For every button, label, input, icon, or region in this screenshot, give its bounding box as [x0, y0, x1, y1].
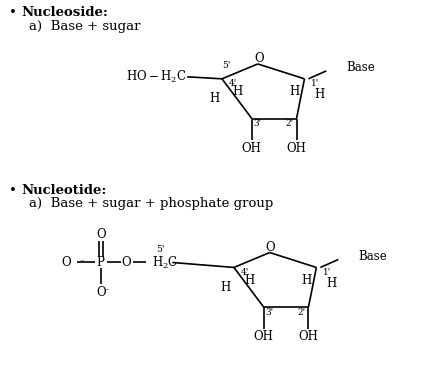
- Text: Base: Base: [346, 61, 375, 74]
- Text: ⁻: ⁻: [79, 258, 84, 267]
- Text: a)  Base + sugar: a) Base + sugar: [29, 20, 141, 33]
- Text: 2': 2': [286, 119, 293, 128]
- Text: Nucleoside:: Nucleoside:: [21, 6, 108, 19]
- Text: O: O: [96, 228, 106, 241]
- Text: Base: Base: [358, 250, 387, 263]
- Text: 1': 1': [312, 79, 320, 88]
- Text: H: H: [314, 88, 324, 101]
- Text: $\mathdefault{H_2C}$: $\mathdefault{H_2C}$: [152, 254, 179, 270]
- Text: H: H: [233, 85, 243, 98]
- Text: P: P: [97, 256, 105, 269]
- Text: 2': 2': [297, 308, 305, 317]
- Text: OH: OH: [298, 331, 318, 344]
- Text: 1': 1': [324, 268, 332, 277]
- Text: 5': 5': [156, 245, 164, 254]
- Text: O: O: [61, 256, 71, 269]
- Text: 4': 4': [241, 268, 249, 277]
- Text: OH: OH: [286, 142, 306, 155]
- Text: OH: OH: [242, 142, 262, 155]
- Text: O: O: [96, 286, 106, 299]
- Text: •: •: [9, 183, 17, 196]
- Text: O: O: [266, 241, 275, 254]
- Text: O: O: [254, 52, 263, 65]
- Text: ⁻: ⁻: [105, 288, 110, 297]
- Text: O: O: [122, 256, 131, 269]
- Text: OH: OH: [254, 331, 274, 344]
- Text: H: H: [245, 274, 255, 287]
- Text: Nucleotide:: Nucleotide:: [21, 183, 107, 196]
- Text: $\mathdefault{HO}-\mathdefault{H_2C}$: $\mathdefault{HO}-\mathdefault{H_2C}$: [126, 69, 186, 85]
- Text: 3': 3': [266, 308, 274, 317]
- Text: 5': 5': [222, 61, 230, 70]
- Text: 3': 3': [254, 119, 262, 128]
- Text: H: H: [326, 277, 336, 290]
- Text: H: H: [301, 274, 312, 287]
- Text: H: H: [221, 281, 231, 294]
- Text: H: H: [209, 92, 219, 105]
- Text: •: •: [9, 6, 17, 19]
- Text: a)  Base + sugar + phosphate group: a) Base + sugar + phosphate group: [29, 197, 274, 210]
- Text: 4': 4': [229, 79, 237, 88]
- Text: H: H: [290, 85, 300, 98]
